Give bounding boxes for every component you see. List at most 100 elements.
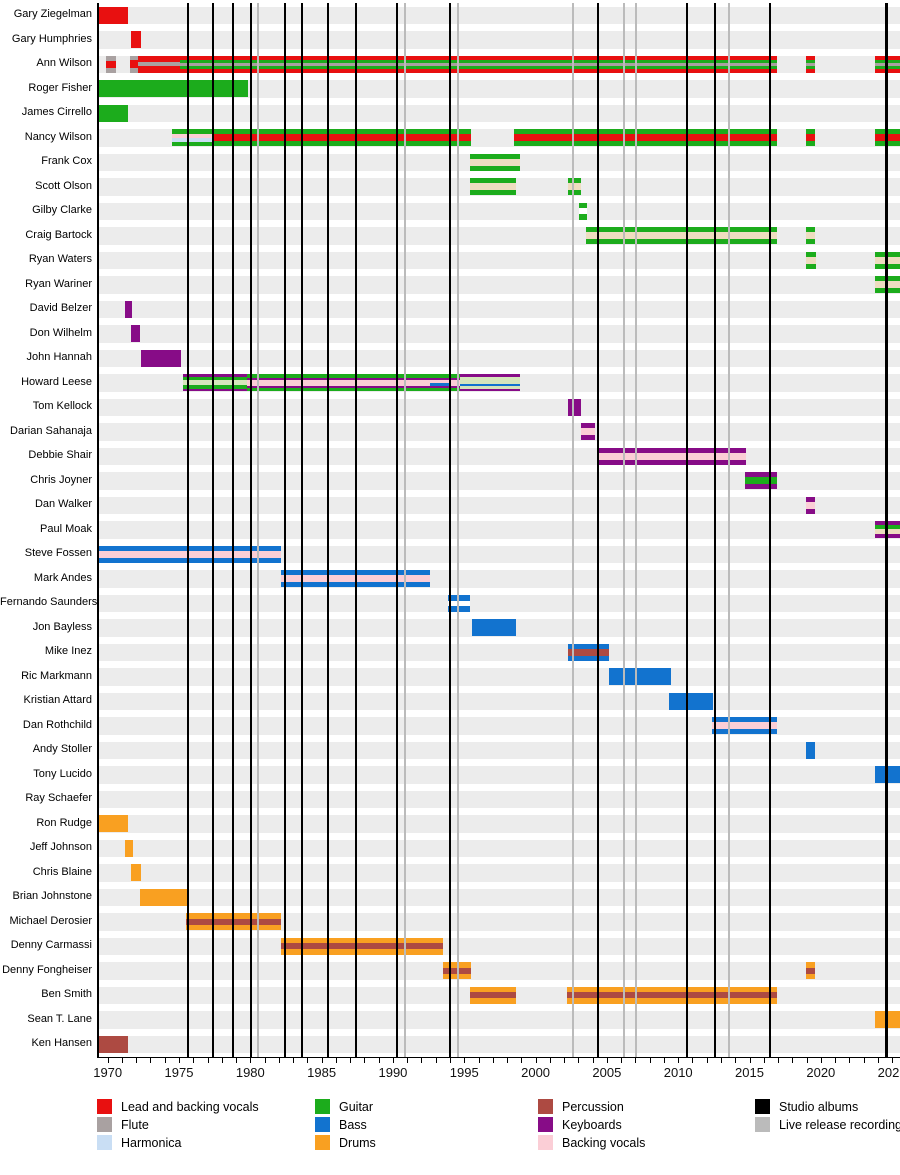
bar-stripe-guitar xyxy=(806,59,815,63)
bar-stripe-vocals xyxy=(514,134,777,142)
bar-stripe-percussion xyxy=(469,992,516,999)
member-label: Craig Bartock xyxy=(25,228,92,241)
row-band xyxy=(97,643,900,661)
axis-tick xyxy=(207,1058,209,1063)
bar-stripe-bass xyxy=(472,619,516,637)
axis-tick xyxy=(264,1058,266,1063)
member-label: Ron Rudge xyxy=(36,816,92,829)
bar-stripe-guitar xyxy=(585,227,777,233)
bar-stripe-cream xyxy=(469,183,516,191)
timeline-bar xyxy=(609,668,672,686)
row-band xyxy=(97,1011,900,1029)
row-band xyxy=(97,276,900,294)
row-band xyxy=(97,937,900,955)
axis-tick xyxy=(250,1058,252,1063)
row-band xyxy=(97,1035,900,1053)
studio-album-line xyxy=(300,3,304,1057)
member-label: Jeff Johnson xyxy=(29,841,92,854)
member-label: David Belzer xyxy=(29,302,92,315)
bar-stripe-guitar xyxy=(806,239,815,245)
bar-stripe-guitar xyxy=(469,165,520,171)
row-band xyxy=(97,496,900,514)
legend-swatch-percussion xyxy=(538,1099,553,1114)
bar-stripe-flute xyxy=(137,62,181,67)
bar-stripe-guitar xyxy=(430,387,449,392)
axis-tick xyxy=(621,1058,623,1063)
bar-stripe-guitar xyxy=(514,141,777,147)
bar-stripe-guitar xyxy=(469,190,516,196)
row-band xyxy=(97,6,900,24)
member-label: Darian Sahanaja xyxy=(10,424,92,437)
bar-stripe-keyboards xyxy=(597,459,746,465)
bar-stripe-percussion xyxy=(281,943,443,950)
bar-stripe-bass xyxy=(712,717,777,723)
axis-tick xyxy=(321,1058,323,1063)
bar-stripe-keyboards xyxy=(124,300,132,318)
legend-swatch-backing xyxy=(538,1135,553,1150)
bar-stripe-keyboards xyxy=(140,349,182,367)
axis-tick xyxy=(193,1058,195,1063)
axis-tick xyxy=(464,1058,466,1063)
legend-label: Studio albums xyxy=(779,1100,859,1114)
member-label: Roger Fisher xyxy=(28,81,92,94)
member-label: Don Wilhelm xyxy=(29,326,92,339)
bar-stripe-drums xyxy=(140,888,189,906)
bar-stripe-percussion xyxy=(568,648,610,656)
axis-tick-label: 2025 xyxy=(877,1064,900,1080)
member-label: Mike Inez xyxy=(44,645,92,658)
axis-tick-label: 2020 xyxy=(806,1064,836,1080)
timeline-bar xyxy=(125,839,134,857)
timeline-bar xyxy=(180,55,777,73)
row-band xyxy=(97,692,900,710)
axis-tick xyxy=(549,1058,551,1063)
bar-stripe-keyboards xyxy=(459,374,520,377)
axis-tick xyxy=(749,1058,751,1063)
row-band xyxy=(97,717,900,735)
bar-stripe-vocals xyxy=(180,68,777,73)
timeline-bar xyxy=(281,937,443,955)
member-label: Paul Moak xyxy=(40,522,92,535)
bar-stripe-keyboards xyxy=(430,377,449,380)
timeline-bar xyxy=(806,251,816,269)
axis-tick xyxy=(350,1058,352,1063)
bar-stripe-harmonica xyxy=(171,137,212,142)
axis-tick xyxy=(236,1058,238,1063)
studio-album-line xyxy=(231,3,235,1057)
row-band xyxy=(97,251,900,269)
timeline-bar xyxy=(567,178,582,196)
bar-stripe-keyboards xyxy=(745,472,777,478)
bar-stripe-guitar xyxy=(183,376,248,381)
bar-stripe-vocals xyxy=(137,66,181,73)
axis-tick-label: 1985 xyxy=(307,1064,337,1080)
axis-tick xyxy=(179,1058,180,1063)
bar-stripe-guitar xyxy=(430,374,449,378)
bar-stripe-flute xyxy=(129,55,138,61)
bar-stripe-percussion xyxy=(97,1035,128,1053)
timeline-bar xyxy=(472,619,516,637)
member-label: Ryan Waters xyxy=(28,253,92,266)
bar-stripe-guitar xyxy=(567,190,582,196)
legend-label: Percussion xyxy=(562,1100,624,1114)
bar-stripe-keyboards xyxy=(581,423,596,429)
member-label: Tom Kellock xyxy=(32,400,92,413)
timeline-bar xyxy=(124,300,132,318)
timeline-bar xyxy=(806,741,815,759)
axis-tick xyxy=(635,1058,637,1063)
legend-label: Harmonica xyxy=(121,1136,182,1150)
axis-tick xyxy=(478,1058,480,1063)
studio-album-line xyxy=(186,3,190,1057)
member-label: Ann Wilson xyxy=(36,57,92,70)
timeline-bar xyxy=(140,349,182,367)
bar-stripe-percussion xyxy=(806,967,815,974)
bar-stripe-bass xyxy=(97,557,282,563)
timeline-bar xyxy=(469,178,516,196)
legend-label: Backing vocals xyxy=(562,1136,646,1150)
timeline-bar xyxy=(585,227,777,245)
bar-stripe-drums xyxy=(443,973,471,980)
row-band xyxy=(97,472,900,490)
bar-stripe-flute xyxy=(106,67,116,73)
member-label: Ken Hansen xyxy=(31,1037,92,1050)
bar-stripe-drums xyxy=(806,962,815,968)
row-band xyxy=(97,594,900,612)
bar-stripe-guitar xyxy=(806,251,816,257)
